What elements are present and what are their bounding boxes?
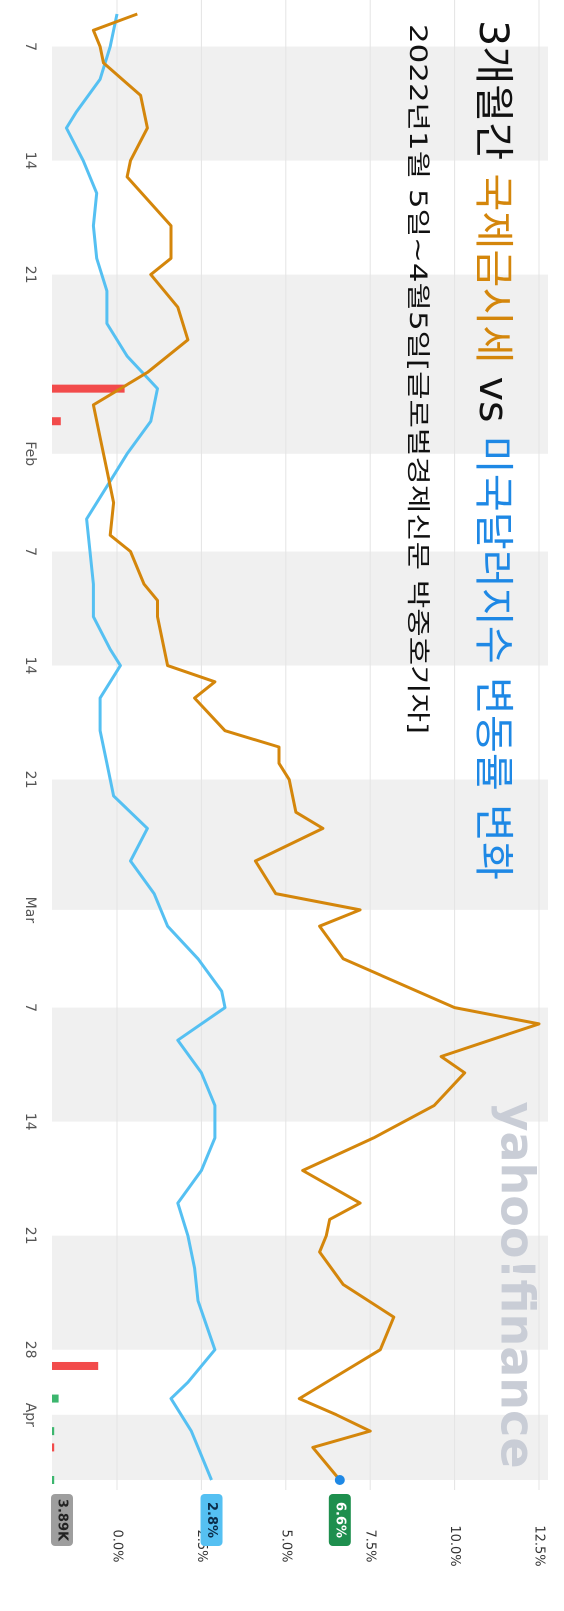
volume-bar bbox=[52, 1476, 55, 1484]
x-tick-label: 28 bbox=[22, 1341, 38, 1359]
y-axis: 0.0% 2.5% 5.0% 7.5% 10.0% 12.5% bbox=[110, 1525, 547, 1566]
y-tick-label: 0.0% bbox=[110, 1529, 125, 1562]
x-tick-label: 21 bbox=[22, 1227, 38, 1245]
gold-badge: 6.6% bbox=[328, 1494, 351, 1546]
x-tick-label: 14 bbox=[22, 657, 38, 675]
yahoo-finance-watermark: yahoo!finance bbox=[491, 1101, 545, 1468]
x-tick-label: Apr bbox=[22, 1403, 38, 1427]
x-tick-label: Mar bbox=[22, 897, 38, 924]
title-part: 국제금시세 bbox=[470, 173, 516, 363]
volume-bar bbox=[52, 1394, 59, 1403]
gold-badge-text: 6.6% bbox=[332, 1502, 347, 1538]
x-axis: 7 14 21 Feb 7 14 21 Mar 7 14 21 28 Apr bbox=[22, 42, 38, 1427]
week-band bbox=[52, 779, 548, 910]
title-part: vs bbox=[470, 363, 516, 435]
week-band bbox=[52, 1235, 548, 1350]
chart-subtitle: 2022년1월 5일~4월5일[글로벌경제신문 박중호기자] bbox=[404, 24, 432, 734]
grid-lines bbox=[116, 0, 540, 1490]
title-part: 3개월간 bbox=[470, 20, 516, 173]
volume-bar bbox=[52, 417, 61, 426]
dollar-badge-box bbox=[200, 1494, 223, 1546]
volume-badge: 3.89K bbox=[51, 1494, 73, 1546]
x-tick-label: 7 bbox=[22, 547, 38, 556]
series-gold-price bbox=[91, 12, 541, 1481]
volume-bar bbox=[52, 1427, 55, 1436]
title-part: 미국달러지수 변동률 변화 bbox=[470, 436, 516, 880]
volume-bar bbox=[52, 384, 125, 393]
dollar-badge-text: 2.8% bbox=[204, 1502, 219, 1538]
x-tick-label: 7 bbox=[22, 1003, 38, 1012]
value-badges: 3.89K 2.8% 6.6% bbox=[51, 1494, 351, 1546]
gold-endpoint-dot bbox=[334, 1475, 345, 1485]
x-tick-label: 7 bbox=[22, 42, 38, 51]
week-bands bbox=[52, 46, 548, 1480]
week-band bbox=[52, 46, 548, 161]
gold-badge-box bbox=[328, 1494, 351, 1546]
plot-lines bbox=[64, 12, 541, 1485]
volume-bar bbox=[52, 1443, 55, 1452]
y-tick-label: 10.0% bbox=[447, 1525, 462, 1566]
series-dollar-index bbox=[64, 13, 227, 1481]
week-band bbox=[52, 1007, 548, 1122]
volume-badge-box bbox=[51, 1494, 73, 1546]
x-tick-label: 14 bbox=[22, 152, 38, 170]
week-band bbox=[52, 1414, 548, 1480]
y-tick-label: 5.0% bbox=[278, 1529, 293, 1562]
week-band bbox=[52, 551, 548, 666]
volume-badge-text: 3.89K bbox=[55, 1499, 70, 1542]
x-tick-label: 14 bbox=[22, 1113, 38, 1131]
x-tick-label: Feb bbox=[22, 441, 38, 466]
volume-bar bbox=[52, 1361, 99, 1370]
title-block: 3개월간 국제금시세 vs 미국달러지수 변동률 변화 2022년1월 5일~4… bbox=[404, 20, 516, 880]
y-tick-label: 12.5% bbox=[532, 1525, 547, 1566]
x-tick-label: 21 bbox=[22, 771, 38, 789]
chart-title: 3개월간 국제금시세 vs 미국달러지수 변동률 변화 bbox=[470, 20, 516, 880]
dollar-badge: 2.8% bbox=[200, 1494, 223, 1546]
y-tick-label: 7.5% bbox=[363, 1529, 378, 1562]
x-tick-label: 21 bbox=[22, 266, 38, 284]
volume-bars bbox=[52, 384, 125, 1484]
